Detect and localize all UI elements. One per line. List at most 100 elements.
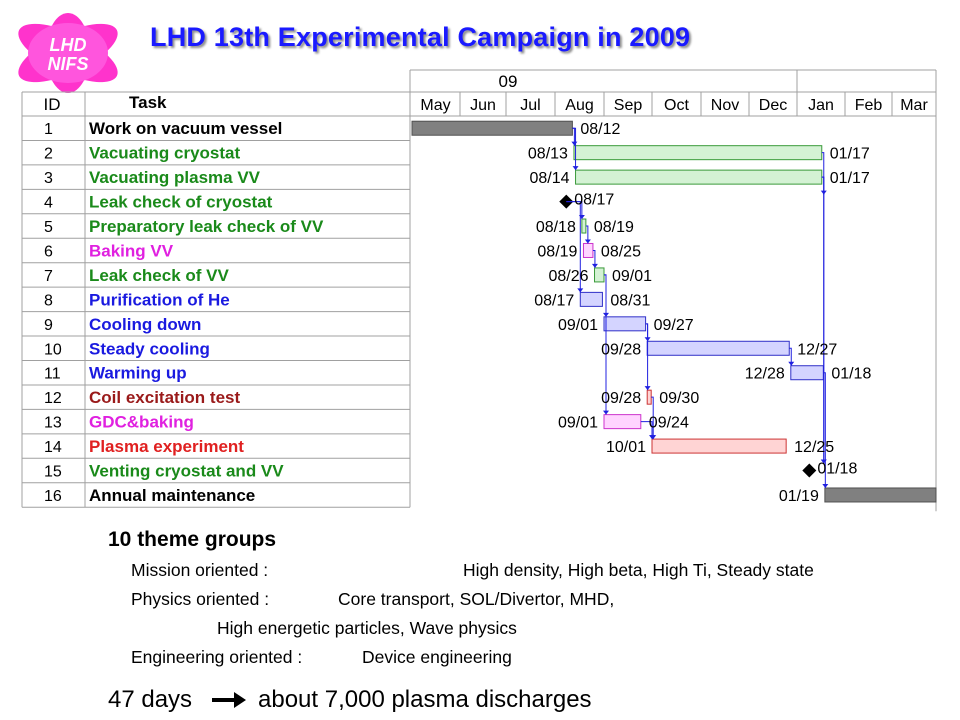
- engineering-value: Device engineering: [362, 647, 512, 667]
- end-date-label: 08/25: [601, 243, 641, 260]
- task-name: Steady cooling: [89, 339, 210, 358]
- task-bar: [575, 169, 823, 185]
- task-id: 6: [44, 243, 53, 260]
- month-label: Jun: [470, 97, 496, 114]
- start-date-label: 09/28: [601, 341, 641, 358]
- dependency-arrowhead: [822, 483, 829, 488]
- theme-groups-heading: 10 theme groups: [108, 528, 277, 551]
- task-bar: [790, 365, 824, 381]
- end-date-label: 09/30: [659, 390, 699, 407]
- dependency-link: [789, 347, 792, 366]
- end-date-label: 12/27: [797, 341, 837, 358]
- physics-value-1: Core transport, SOL/Divertor, MHD,: [338, 589, 615, 609]
- task-id: 5: [44, 219, 53, 236]
- month-label: Feb: [855, 97, 883, 114]
- month-label: Jul: [520, 97, 540, 114]
- start-date-label: 10/01: [606, 439, 646, 456]
- dependency-arrowhead: [650, 435, 657, 440]
- dependency-link: [592, 249, 596, 268]
- task-id: 10: [44, 341, 62, 358]
- task-id: 15: [44, 464, 62, 481]
- dependency-link: [645, 323, 649, 391]
- task-id: 4: [44, 195, 53, 212]
- end-date-label: 08/31: [610, 292, 650, 309]
- dependency-arrowhead: [577, 288, 584, 293]
- logo-text-line1: LHD: [50, 35, 87, 55]
- end-date-label: 08/12: [580, 121, 620, 138]
- end-date-label: 12/25: [794, 439, 834, 456]
- month-label: Dec: [759, 97, 787, 114]
- end-date-label: 08/17: [574, 192, 614, 209]
- start-date-label: 12/28: [745, 366, 785, 383]
- task-bar: [579, 291, 603, 307]
- dependency-arrowhead: [644, 386, 651, 391]
- start-date-label: 09/01: [558, 415, 598, 432]
- start-date-label: 08/13: [528, 146, 568, 163]
- milestone-marker: [802, 463, 817, 478]
- task-id: 7: [44, 268, 53, 285]
- start-date-label: 01/19: [779, 488, 819, 505]
- gantt-links: [566, 127, 829, 488]
- task-bar: [646, 340, 790, 356]
- dependency-link: [585, 225, 589, 244]
- dependency-link: [604, 274, 607, 415]
- month-label: Mar: [900, 97, 928, 114]
- dependency-link: [566, 201, 581, 293]
- mission-value: High density, High beta, High Ti, Steady…: [463, 560, 814, 580]
- gantt-date-labels: 08/12 08/13 01/17 08/14 01/17 08/17 08/18 08/19…: [528, 121, 872, 505]
- page-title: LHD 13th Experimental Campaign in 2009: [150, 22, 691, 52]
- end-date-label: 08/19: [594, 219, 634, 236]
- physics-label: Physics oriented :: [131, 589, 270, 609]
- dependency-link: [821, 176, 825, 464]
- task-name: Coil excitation test: [89, 388, 240, 407]
- task-bar: [594, 267, 605, 283]
- start-date-label: 08/14: [530, 170, 570, 187]
- task-name: Cooling down: [89, 315, 201, 334]
- task-name: Leak check of VV: [89, 266, 230, 285]
- engineering-label: Engineering oriented :: [131, 647, 303, 667]
- task-id: 12: [44, 390, 62, 407]
- month-label: Oct: [664, 97, 689, 114]
- days-text: 47 days: [108, 686, 193, 713]
- end-date-label: 01/17: [830, 146, 870, 163]
- task-bar: [573, 145, 823, 161]
- start-date-label: 08/19: [537, 243, 577, 260]
- month-label: Sep: [614, 97, 643, 114]
- task-bar: [582, 242, 594, 258]
- task-id: 8: [44, 292, 53, 309]
- lhd-nifs-logo: LHD NIFS: [18, 13, 118, 93]
- task-id: 14: [44, 439, 62, 456]
- task-name: GDC&baking: [89, 413, 194, 432]
- gantt-header: 09 ID Task May Jun Jul Aug Sep Oct Nov Dec Jan Feb Ma…: [44, 72, 929, 114]
- month-label: Nov: [711, 97, 739, 114]
- task-bar: [411, 120, 573, 136]
- dependency-arrowhead: [578, 215, 585, 220]
- id-header: ID: [44, 95, 61, 114]
- dependency-arrowhead: [788, 361, 795, 366]
- task-name: Annual maintenance: [89, 486, 255, 505]
- dependency-arrowhead: [603, 410, 609, 415]
- task-name: Venting cryostat and VV: [89, 462, 284, 481]
- dependency-arrowhead: [572, 166, 579, 171]
- task-id: 9: [44, 317, 53, 334]
- gantt-rows: 1 Work on vacuum vessel 2 Vacuating cryosta…: [44, 119, 324, 505]
- task-header: Task: [129, 93, 167, 112]
- task-name: Purification of He: [89, 290, 230, 309]
- task-id: 16: [44, 488, 62, 505]
- dependency-link: [572, 127, 577, 171]
- task-name: Work on vacuum vessel: [89, 119, 282, 138]
- right-arrow-icon: [212, 692, 246, 708]
- physics-value-2: High energetic particles, Wave physics: [217, 618, 517, 638]
- start-date-label: 08/17: [534, 292, 574, 309]
- task-name: Preparatory leak check of VV: [89, 217, 324, 236]
- month-label: May: [420, 97, 450, 114]
- task-bar: [603, 316, 647, 332]
- task-id: 2: [44, 146, 53, 163]
- start-date-label: 08/18: [536, 219, 576, 236]
- dependency-link: [651, 396, 654, 440]
- task-id: 3: [44, 170, 53, 187]
- mission-label: Mission oriented :: [131, 560, 269, 580]
- end-date-label: 09/24: [649, 415, 689, 432]
- task-bar: [603, 414, 642, 430]
- end-date-label: 01/18: [831, 366, 871, 383]
